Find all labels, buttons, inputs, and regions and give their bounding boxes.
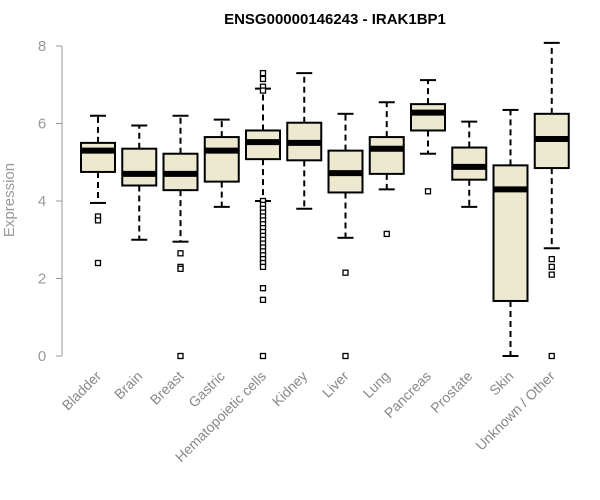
y-tick-label: 0 [38, 348, 46, 365]
y-axis-label: Expression [1, 163, 18, 237]
y-tick-label: 4 [38, 193, 46, 210]
iqr-box [492, 164, 529, 302]
outlier-point [177, 250, 184, 257]
outlier-point [259, 69, 267, 77]
box-unknown-other [533, 41, 570, 360]
y-axis: 0 2 4 6 8 [38, 38, 63, 365]
outlier-point [548, 255, 555, 263]
x-tick-label: Kidney [269, 368, 311, 410]
iqr-box [203, 136, 240, 183]
x-tick-label: Lung [360, 368, 393, 401]
iqr-box [451, 146, 488, 181]
x-tick-label: Prostate [427, 368, 475, 416]
outlier-point [548, 352, 555, 360]
box-skin [492, 108, 529, 357]
outlier-point [342, 352, 349, 360]
box-hematopoietic-cells [245, 69, 281, 360]
iqr-box [368, 136, 405, 175]
box-breast [162, 114, 199, 360]
x-tick-label: Liver [319, 368, 352, 401]
x-tick-label: Bladder [59, 368, 105, 414]
outlier-point [548, 271, 555, 278]
box-kidney [286, 72, 323, 210]
box-brain [121, 124, 158, 241]
y-tick-label: 2 [38, 271, 46, 288]
outlier-point [259, 285, 267, 292]
outlier-point [94, 259, 102, 267]
chart-title: ENSG00000146243 - IRAK1BP1 [224, 11, 446, 28]
outlier-point [548, 263, 555, 271]
outlier-point [259, 296, 267, 303]
outlier-point [259, 352, 267, 360]
box-liver [327, 112, 364, 360]
outlier-point [177, 352, 184, 360]
box-gastric [203, 118, 240, 208]
outlier-point [383, 230, 390, 238]
box-pancreas [410, 79, 446, 195]
y-tick-label: 6 [38, 116, 46, 133]
outlier-point [94, 217, 102, 224]
iqr-box [410, 103, 446, 132]
box-prostate [451, 120, 488, 208]
outlier-point [177, 265, 184, 272]
outlier-point [259, 263, 267, 271]
iqr-box [80, 141, 116, 173]
outlier-point [424, 188, 432, 195]
box-group [80, 41, 570, 360]
outlier-point [342, 269, 349, 276]
y-tick-label: 8 [38, 38, 46, 55]
box-bladder [80, 114, 116, 267]
outlier-point [259, 75, 267, 83]
box-lung [368, 101, 405, 238]
x-tick-label: Brain [111, 368, 145, 402]
x-tick-label: Skin [486, 368, 517, 399]
outlier-point [259, 87, 267, 94]
x-tick-label: Breast [147, 368, 187, 408]
iqr-box [121, 147, 158, 187]
